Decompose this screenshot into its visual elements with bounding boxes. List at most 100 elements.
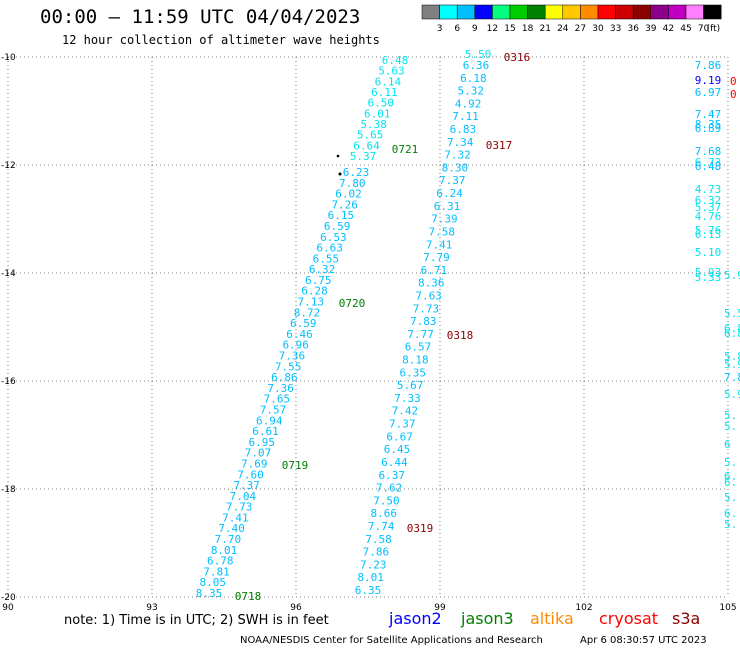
wave-height-label: 6.	[724, 507, 737, 520]
wave-height-label: 6	[724, 438, 731, 451]
wave-height-label: 9.19	[695, 74, 722, 87]
wave-height-label: 5.76	[695, 224, 722, 237]
wave-height-label: 7.70	[215, 533, 242, 546]
color-scale-tick: 21	[539, 24, 550, 34]
units-note: note: 1) Time is in UTC; 2) SWH is in fe…	[64, 613, 329, 628]
lon-tick-label: 102	[575, 603, 592, 610]
wave-height-label: 6.71	[421, 264, 448, 277]
lon-tick-label: 99	[434, 603, 446, 610]
wave-height-label: 5.	[724, 409, 737, 422]
satellite-legend-s3a: s3a	[672, 609, 701, 628]
wave-height-label: 8.35	[196, 587, 223, 600]
color-scale-tick: 9	[472, 24, 478, 34]
wave-height-label: 5.	[724, 456, 737, 469]
wave-height-label: 6.13	[695, 228, 722, 241]
satellite-legend-jason3: jason3	[461, 609, 514, 628]
lon-tick-label: 90	[2, 603, 14, 610]
wave-height-label: 6.28	[301, 285, 328, 298]
wave-height-label: 4.92	[455, 97, 482, 110]
wave-height-label: 7.55	[275, 360, 302, 373]
wave-height-label: 5.32	[457, 85, 484, 98]
wave-height-label: 6.48	[382, 54, 409, 67]
wave-height-label: 5.5	[724, 307, 740, 320]
wave-height-label: 6.8	[724, 327, 740, 340]
wave-height-label: 5.9	[724, 388, 740, 401]
wave-height-label: 6.11	[371, 86, 398, 99]
wave-height-label: 6.14	[375, 75, 402, 88]
color-scale-unit: (ft)	[707, 24, 721, 34]
wave-height-label: 7.58	[429, 225, 456, 238]
wave-height-label: 7.8	[724, 371, 740, 384]
lat-tick-label: -20	[1, 593, 16, 603]
lon-tick-label: 96	[290, 603, 302, 610]
wave-height-label: 7.42	[392, 405, 419, 418]
wave-height-label: 6.	[724, 470, 737, 483]
wave-height-label: 7.58	[365, 533, 392, 546]
wave-height-label: 6.31	[434, 200, 461, 213]
wave-height-label: 6.59	[324, 220, 351, 233]
pass-time-label: 0316	[504, 51, 531, 64]
pass-time-label: 0720	[339, 297, 366, 310]
track-marker	[338, 172, 342, 176]
wave-height-label: 7.11	[452, 110, 479, 123]
wave-height-label: 6.63	[316, 242, 343, 255]
wave-height-label: 7.33	[394, 392, 421, 405]
wave-height-label: 6.59	[290, 317, 317, 330]
wave-height-label: 8.18	[402, 354, 429, 367]
lon-tick-label: 93	[146, 603, 157, 610]
wave-height-label: 6.78	[207, 555, 234, 568]
wave-height-label: 7.39	[431, 213, 458, 226]
wave-height-label: 5.50	[465, 48, 492, 61]
wave-height-label: 7.13	[298, 296, 325, 309]
wave-height-label: 6.61	[252, 425, 279, 438]
color-scale-tick: 33	[610, 24, 621, 34]
wave-height-label: 7.37	[233, 479, 260, 492]
wave-height-label: 7.34	[447, 136, 474, 149]
wave-height-label: 7.50	[373, 494, 400, 507]
pass-time-label: 0	[730, 88, 737, 101]
wave-height-label: 6.35	[355, 584, 382, 597]
lat-tick-label: -14	[1, 269, 16, 279]
wave-height-label: 6.24	[436, 187, 463, 200]
wave-height-label: 7.65	[264, 393, 291, 406]
color-scale-tick: 15	[504, 24, 515, 34]
color-scale-tick: 30	[592, 24, 604, 34]
wave-height-label: 7.07	[245, 447, 272, 460]
wave-height-label: 6.50	[368, 97, 395, 110]
wave-height-label: 5.10	[695, 246, 722, 259]
wave-height-label: 6.55	[313, 252, 340, 265]
wave-height-label: 6.32	[695, 194, 722, 207]
color-scale-tick: 42	[663, 24, 674, 34]
wave-height-label: 6.18	[460, 72, 487, 85]
wave-height-label: 7.47	[695, 108, 722, 121]
wave-height-label: 6.83	[450, 123, 477, 136]
wave-height-label: 7.57	[260, 403, 287, 416]
wave-height-label: 6.95	[249, 436, 276, 449]
wave-height-label: 8.35	[695, 118, 722, 131]
wave-height-label: 7.69	[241, 457, 268, 470]
wave-height-label: 5.65	[357, 129, 384, 142]
lon-tick-label: 105	[719, 603, 736, 610]
wave-height-label: 6.89	[695, 122, 722, 135]
wave-height-label: 5.	[724, 518, 737, 531]
wave-height-label: 4.76	[695, 210, 722, 223]
wave-height-label: 6.35	[400, 366, 427, 379]
wave-height-label: 6.97	[695, 86, 722, 99]
wave-height-label: 7.36	[267, 382, 294, 395]
wave-height-label: 6.45	[384, 443, 411, 456]
wave-height-label: 5.67	[397, 379, 424, 392]
satellite-legend-altika: altika	[530, 609, 574, 628]
pass-time-label: 0	[730, 75, 737, 88]
color-swatch	[703, 4, 722, 20]
wave-height-label: 6.37	[378, 469, 405, 482]
wave-height-label: 6.53	[320, 231, 347, 244]
color-scale-tick: 3	[437, 24, 443, 34]
wave-height-label: 7.41	[222, 511, 249, 524]
wave-height-label: 6.96	[282, 339, 309, 352]
footer-timestamp: Apr 6 08:30:57 UTC 2023	[580, 635, 707, 646]
wave-height-label: 7.86	[363, 546, 390, 559]
wave-height-label: 7.62	[376, 482, 403, 495]
color-scale-tick: 70	[698, 24, 710, 34]
wave-height-label: 6.57	[405, 341, 432, 354]
color-scale-tick: 24	[557, 24, 569, 34]
